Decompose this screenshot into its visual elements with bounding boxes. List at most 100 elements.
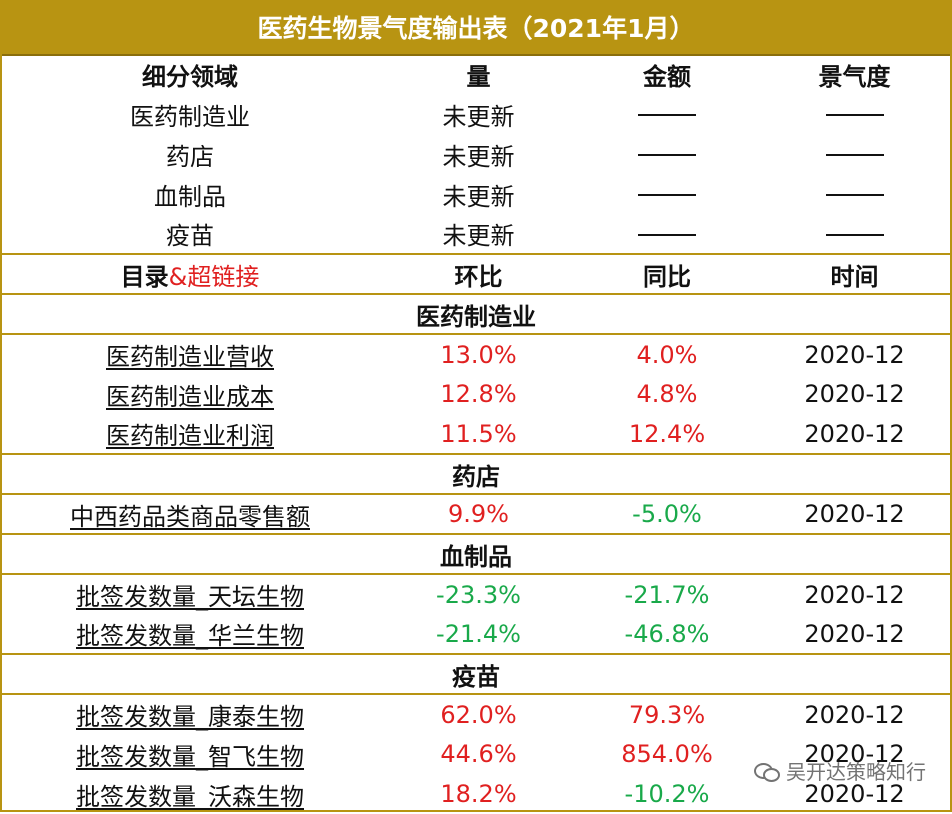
report-table: 细分领域 量 金额 景气度 医药制造业 未更新 药店 未更新 血制品 未更新 疫苗 未更新 目录… <box>0 54 952 814</box>
yoy-value: -46.8% <box>624 619 710 648</box>
indicator-link[interactable]: 批签发数量_沃森生物 <box>76 782 304 811</box>
summary-row: 血制品 未更新 <box>0 174 952 214</box>
header-yoy: 同比 <box>577 253 757 294</box>
section-title: 医药制造业 <box>0 293 952 334</box>
dash-placeholder <box>825 114 884 116</box>
dash-placeholder <box>638 114 696 116</box>
dash-placeholder <box>638 154 696 156</box>
section-row: 药店 <box>0 453 952 494</box>
mom-value: 44.6% <box>440 740 517 768</box>
summary-amount <box>577 214 757 254</box>
yoy-value: 79.3% <box>577 693 757 734</box>
indicator-link[interactable]: 批签发数量_康泰生物 <box>76 703 304 731</box>
indicator-link[interactable]: 医药制造业营收 <box>106 343 274 371</box>
mom-value: 13.0% <box>380 333 577 374</box>
yoy-value: -5.0% <box>577 493 757 534</box>
date-value: 2020-12 <box>757 693 952 734</box>
summary-field: 血制品 <box>154 182 226 211</box>
indicator-link[interactable]: 中西药品类商品零售额 <box>70 502 310 531</box>
summary-volume: 未更新 <box>442 222 515 250</box>
summary-field: 疫苗 <box>166 222 214 250</box>
indicator-link[interactable]: 医药制造业利润 <box>106 422 274 450</box>
summary-sentiment <box>757 214 952 254</box>
table-row: 批签发数量_智飞生物 44.6% 854.0% 2020-12 <box>0 734 952 774</box>
summary-header-row: 细分领域 量 金额 景气度 <box>0 54 952 94</box>
mom-value: -23.3% <box>380 573 577 614</box>
indicator-link[interactable]: 医药制造业成本 <box>106 382 274 411</box>
watermark-text: 吴开达策略知行 <box>786 760 926 784</box>
mom-value: 18.2% <box>440 780 517 808</box>
yoy-value: 4.0% <box>577 333 757 374</box>
indicator-cell: 医药制造业成本 <box>0 374 380 414</box>
section-title: 药店 <box>0 453 952 494</box>
yoy-value: 854.0% <box>621 740 713 768</box>
summary-field: 药店 <box>166 142 214 171</box>
header-mom: 环比 <box>380 253 577 294</box>
table-row: 医药制造业利润 11.5% 12.4% 2020-12 <box>0 414 952 454</box>
header-hyperlink-text: &超链接 <box>168 262 260 291</box>
date-value: 2020-12 <box>804 740 905 768</box>
table-row: 批签发数量_天坛生物 -23.3% -21.7% 2020-12 <box>0 573 952 614</box>
indicator-cell: 批签发数量_天坛生物 <box>0 573 380 614</box>
indicator-link[interactable]: 批签发数量_华兰生物 <box>76 622 304 650</box>
dash-placeholder <box>825 194 884 196</box>
date-value: 2020-12 <box>757 573 952 614</box>
summary-row: 疫苗 未更新 <box>0 214 952 254</box>
header-amount: 金额 <box>643 62 691 91</box>
indicator-link[interactable]: 批签发数量_天坛生物 <box>76 583 304 611</box>
summary-amount <box>577 174 757 214</box>
indicator-cell: 批签发数量_华兰生物 <box>0 614 380 654</box>
summary-field: 医药制造业 <box>130 102 250 131</box>
indicator-cell: 医药制造业利润 <box>0 414 380 454</box>
date-value: 2020-12 <box>804 780 905 808</box>
report-title: 医药生物景气度输出表（2021年1月） <box>0 0 952 56</box>
indicator-cell: 批签发数量_沃森生物 <box>0 774 380 814</box>
date-value: 2020-12 <box>757 333 952 374</box>
section-title: 血制品 <box>0 533 952 574</box>
table-row: 批签发数量_康泰生物 62.0% 79.3% 2020-12 <box>0 693 952 734</box>
date-value: 2020-12 <box>804 619 905 648</box>
mom-value: 11.5% <box>440 419 517 448</box>
indicator-link[interactable]: 批签发数量_智飞生物 <box>76 742 304 771</box>
indicator-cell: 中西药品类商品零售额 <box>0 493 380 534</box>
detail-header-row: 目录&超链接 环比 同比 时间 <box>0 253 952 294</box>
wechat-icon <box>754 760 780 782</box>
section-row: 血制品 <box>0 533 952 574</box>
summary-sentiment <box>757 174 952 214</box>
indicator-cell: 批签发数量_智飞生物 <box>0 734 380 774</box>
mom-value: -21.4% <box>436 619 521 648</box>
date-value: 2020-12 <box>804 380 905 408</box>
dash-placeholder <box>638 194 696 196</box>
yoy-value: -21.7% <box>577 573 757 614</box>
summary-volume: 未更新 <box>442 142 515 171</box>
header-catalog: 目录&超链接 <box>0 253 380 294</box>
date-value: 2020-12 <box>804 419 905 448</box>
section-title: 疫苗 <box>0 653 952 694</box>
header-volume: 量 <box>466 62 491 91</box>
summary-sentiment <box>757 94 952 134</box>
date-value: 2020-12 <box>757 493 952 534</box>
dash-placeholder <box>638 233 696 236</box>
summary-amount <box>577 94 757 134</box>
mom-value: 12.8% <box>440 380 517 408</box>
indicator-cell: 医药制造业营收 <box>0 333 380 374</box>
table-row: 批签发数量_华兰生物 -21.4% -46.8% 2020-12 <box>0 614 952 654</box>
table-row: 批签发数量_沃森生物 18.2% -10.2% 2020-12 <box>0 774 952 814</box>
summary-volume: 未更新 <box>442 182 515 211</box>
header-sentiment: 景气度 <box>818 62 891 91</box>
indicator-cell: 批签发数量_康泰生物 <box>0 693 380 734</box>
table-row: 中西药品类商品零售额 9.9% -5.0% 2020-12 <box>0 493 952 534</box>
yoy-value: 12.4% <box>628 419 706 448</box>
section-row: 医药制造业 <box>0 293 952 334</box>
section-row: 疫苗 <box>0 653 952 694</box>
mom-value: 9.9% <box>380 493 577 534</box>
table-row: 医药制造业营收 13.0% 4.0% 2020-12 <box>0 333 952 374</box>
summary-row: 药店 未更新 <box>0 134 952 174</box>
mom-value: 62.0% <box>380 693 577 734</box>
summary-row: 医药制造业 未更新 <box>0 94 952 134</box>
dash-placeholder <box>825 233 884 236</box>
summary-volume: 未更新 <box>442 102 515 131</box>
dash-placeholder <box>825 154 884 156</box>
summary-amount <box>577 134 757 174</box>
